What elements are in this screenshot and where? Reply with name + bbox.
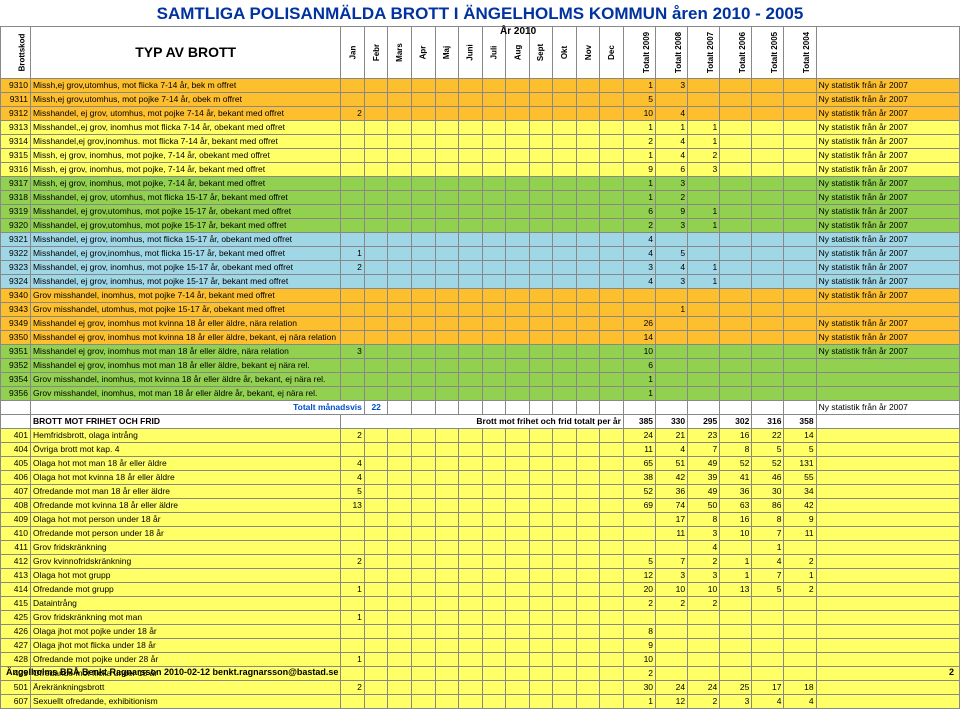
table-row: 9340Grov misshandel, inomhus, mot pojke …	[1, 289, 960, 303]
crime-table-wrap: Brottskod TYP AV BROTT Jan Febr Mars Apr…	[0, 26, 960, 709]
th-apr: Apr	[412, 27, 436, 79]
th-t2006: Totalt 2006	[720, 27, 752, 79]
table-row: 9350Misshandel ej grov, inomhus mot kvin…	[1, 331, 960, 345]
th-dec: Dec	[600, 27, 624, 79]
crime-table: Brottskod TYP AV BROTT Jan Febr Mars Apr…	[0, 26, 960, 709]
table-row: 9322Misshandel, ej grov,inomhus, mot fli…	[1, 247, 960, 261]
table-row: 427Olaga jhot mot flicka under 18 år9	[1, 639, 960, 653]
table-row: 412Grov kvinnofridskränkning2572142	[1, 555, 960, 569]
table-row: 414Ofredande mot grupp12010101352	[1, 583, 960, 597]
table-row: 9323Misshandel, ej grov, inomhus, mot po…	[1, 261, 960, 275]
table-row: 9315Missh, ej grov, inomhus, mot pojke, …	[1, 149, 960, 163]
table-row: 410Ofredande mot person under 18 år11310…	[1, 527, 960, 541]
table-row: 425Grov fridskränkning mot man1	[1, 611, 960, 625]
table-row: 9311Missh,ej grov,utomhus, mot pojke 7-1…	[1, 93, 960, 107]
table-row: 426Olaga jhot mot pojke under 18 år8	[1, 625, 960, 639]
table-row: 9317Missh, ej grov, inomhus, mot pojke, …	[1, 177, 960, 191]
footer-left: Ängelholms BRÅ Benkt Ragnarsson 2010-02-…	[6, 667, 338, 677]
th-maj: Maj	[435, 27, 459, 79]
table-row: 404Övriga brott mot kap. 41147855	[1, 443, 960, 457]
table-row: 9313Misshandel,,ej grov, inomhus mot fli…	[1, 121, 960, 135]
table-row: 413Olaga hot mot grupp1233171	[1, 569, 960, 583]
table-row: 428Ofredande mot pojke under 28 år110	[1, 653, 960, 667]
table-row: Totalt månadsvis22Ny statistik från år 2…	[1, 401, 960, 415]
page-footer: Ängelholms BRÅ Benkt Ragnarsson 2010-02-…	[6, 667, 954, 677]
year-2010-label: År 2010	[500, 26, 536, 37]
th-t2009: Totalt 2009	[623, 27, 655, 79]
table-row: 9352Misshandel ej grov, inomhus mot man …	[1, 359, 960, 373]
table-row: 501Ärekränkningsbrott2302424251718	[1, 681, 960, 695]
table-row: BROTT MOT FRIHET OCH FRIDBrott mot frihe…	[1, 415, 960, 429]
th-t2004: Totalt 2004	[784, 27, 816, 79]
th-nov: Nov	[576, 27, 600, 79]
th-note	[816, 27, 959, 79]
table-row: 9318Misshandel, ej grov, utomhus, mot fl…	[1, 191, 960, 205]
table-row: 9324Misshandel, ej grov, inomhus, mot po…	[1, 275, 960, 289]
table-row: 9349Misshandel ej grov, inomhus mot kvin…	[1, 317, 960, 331]
table-row: 9351Misshandel ej grov, inomhus mot man …	[1, 345, 960, 359]
th-t2008: Totalt 2008	[656, 27, 688, 79]
th-okt: Okt	[553, 27, 577, 79]
page-title: SAMTLIGA POLISANMÄLDA BROTT I ÄNGELHOLMS…	[0, 0, 960, 26]
table-row: 9314Misshandel,ej grov,inomhus. mot flic…	[1, 135, 960, 149]
table-row: 9316Missh, ej grov, inomhus, mot pojke, …	[1, 163, 960, 177]
th-type: TYP AV BROTT	[30, 27, 340, 79]
table-row: 406Olaga hot mot kvinna 18 år eller äldr…	[1, 471, 960, 485]
table-row: 9312Misshandel, ej grov, utomhus, mot po…	[1, 107, 960, 121]
table-row: 401Hemfridsbrott, olaga intrång224212316…	[1, 429, 960, 443]
th-brottskod: Brottskod	[1, 27, 31, 79]
th-feb: Febr	[364, 27, 388, 79]
table-row: 9354Grov misshandel, inomhus, mot kvinna…	[1, 373, 960, 387]
th-t2005: Totalt 2005	[752, 27, 784, 79]
table-row: 411Grov fridskränkning41	[1, 541, 960, 555]
table-row: 607Sexuellt ofredande, exhibitionism1122…	[1, 695, 960, 709]
table-row: 405Olaga hot mot man 18 år eller äldre46…	[1, 457, 960, 471]
table-row: 9320Misshandel, ej grov,utomhus, mot poj…	[1, 219, 960, 233]
footer-page: 2	[949, 667, 954, 677]
th-jun: Juni	[459, 27, 483, 79]
th-mar: Mars	[388, 27, 412, 79]
th-jan: Jan	[341, 27, 365, 79]
th-t2007: Totalt 2007	[688, 27, 720, 79]
table-row: 9321Misshandel, ej grov, inomhus, mot fl…	[1, 233, 960, 247]
table-row: 407Ofredande mot man 18 år eller äldre55…	[1, 485, 960, 499]
table-row: 9356Grov misshandel, inomhus, mot man 18…	[1, 387, 960, 401]
table-row: 408Ofredande mot kvinna 18 år eller äldr…	[1, 499, 960, 513]
table-row: 9343Grov misshandel, utomhus, mot pojke …	[1, 303, 960, 317]
table-row: 415Dataintrång222	[1, 597, 960, 611]
table-row: 9319Misshandel, ej grov,utomhus, mot poj…	[1, 205, 960, 219]
table-row: 409Olaga hot mot person under 18 år17816…	[1, 513, 960, 527]
table-row: 9310Missh,ej grov,utomhus, mot flicka 7-…	[1, 79, 960, 93]
crime-table-body: 9310Missh,ej grov,utomhus, mot flicka 7-…	[1, 79, 960, 709]
